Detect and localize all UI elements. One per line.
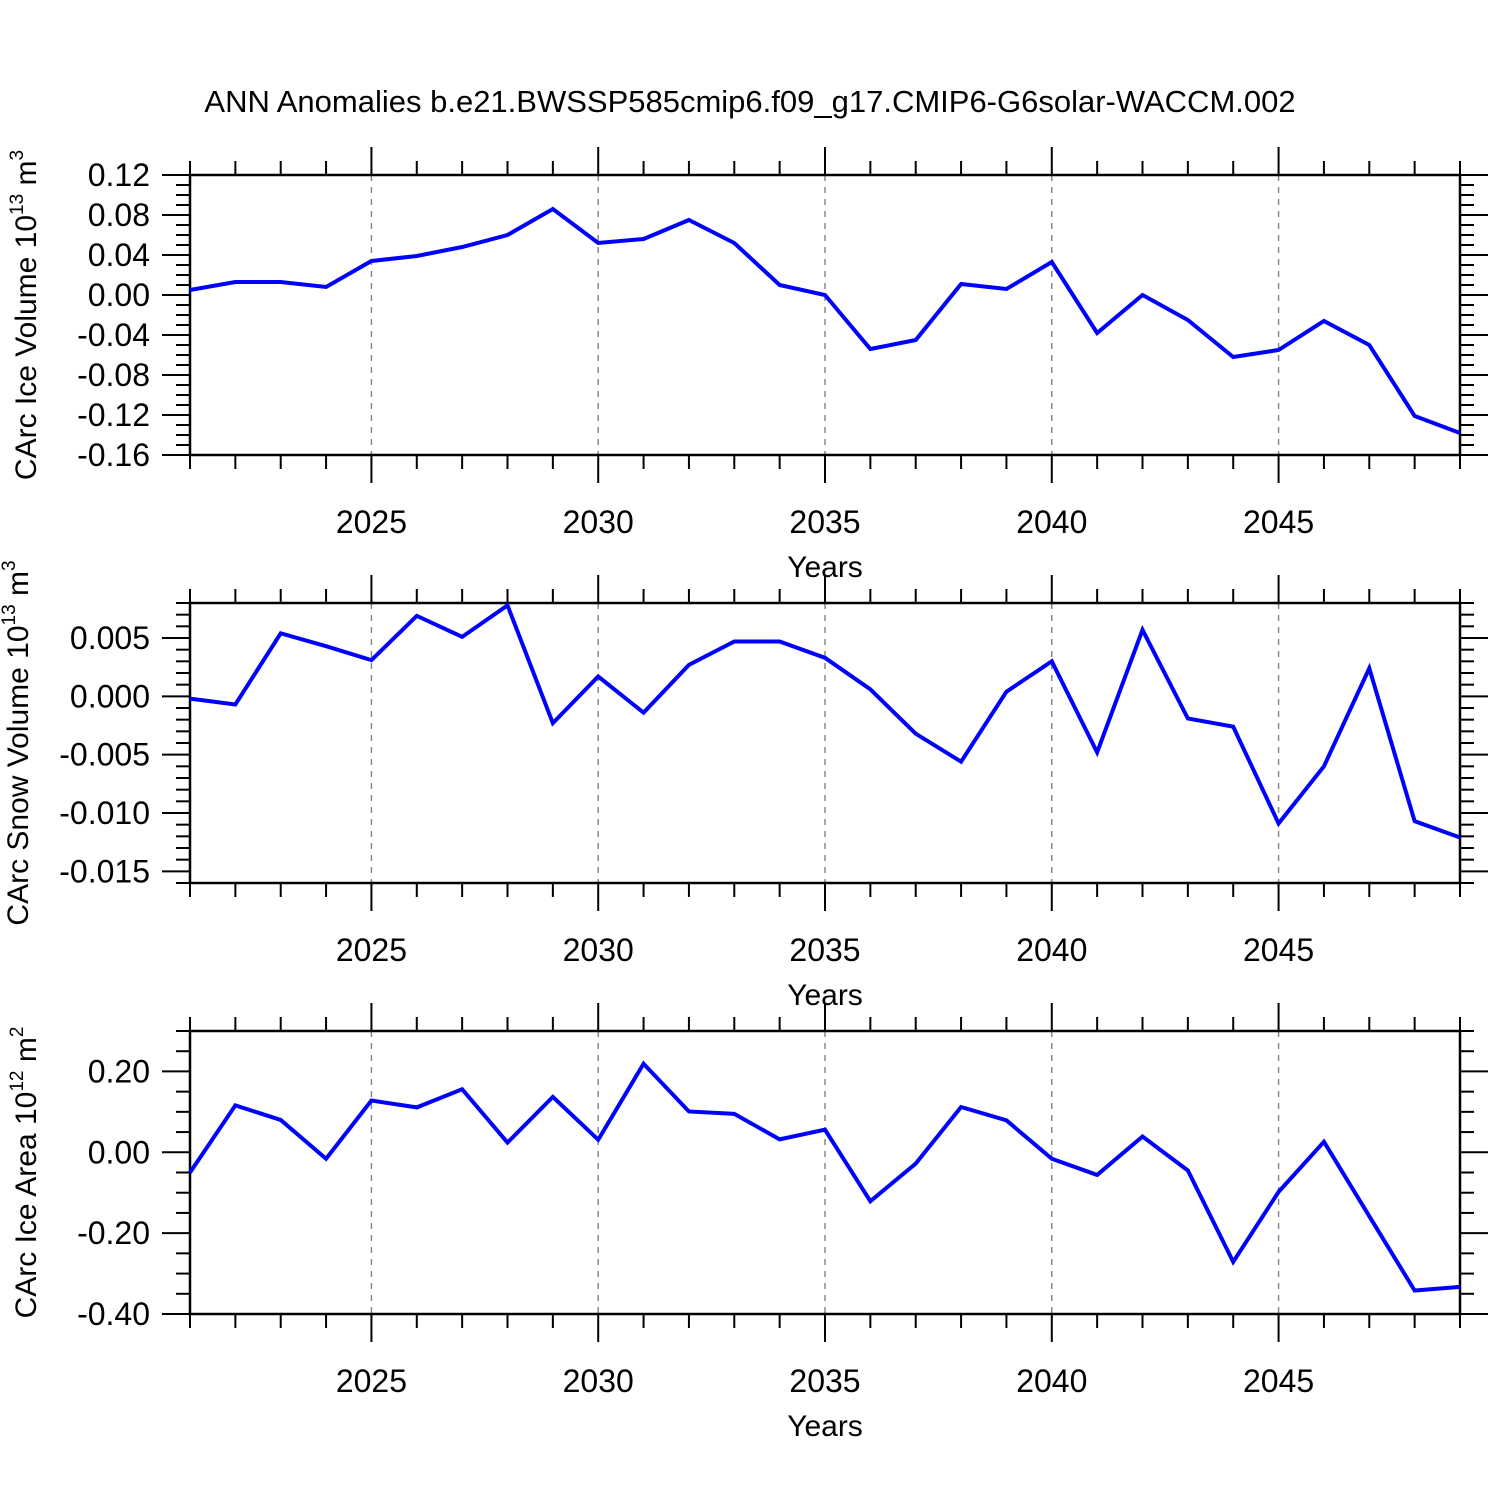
- y-tick-label: -0.20: [77, 1215, 150, 1251]
- x-tick-label: 2030: [563, 932, 634, 968]
- x-tick-label: 2040: [1016, 932, 1087, 968]
- panel-ice-volume: 0.12 0.08 0.04 0.00 -0.04 -0.08 -0.12 -0.16 2025…: [7, 147, 1488, 584]
- y-tick-label: 0.12: [88, 157, 150, 193]
- panel-ice-area: 0.20 0.00 -0.20 -0.40 2025 2030 2035 2040 2045 Ye…: [7, 1003, 1488, 1443]
- y-tick-label: 0.000: [70, 678, 150, 714]
- ice-area-line: [188, 1060, 1461, 1293]
- x-tick-label: 2040: [1016, 1363, 1087, 1399]
- x-tick-label: 2025: [336, 1363, 407, 1399]
- x-tick-label: 2040: [1016, 504, 1087, 540]
- y-tick-label: 0.08: [88, 197, 150, 233]
- y-axis-title: CArc Snow Volume 1013 m3: [0, 560, 35, 925]
- x-tick-label: 2045: [1243, 932, 1314, 968]
- y-tick-label: -0.40: [77, 1296, 150, 1332]
- y-tick-label: 0.20: [88, 1053, 150, 1089]
- x-tick-label: 2035: [789, 504, 860, 540]
- y-tick-label: -0.16: [77, 437, 150, 473]
- x-tick-label: 2025: [336, 932, 407, 968]
- y-tick-label: 0.005: [70, 620, 150, 656]
- y-axis-title: CArc Ice Volume 1013 m3: [7, 150, 43, 480]
- x-tick-label: 2045: [1243, 504, 1314, 540]
- plot-frame: [188, 601, 1462, 885]
- x-tick-label: 2035: [789, 932, 860, 968]
- y-tick-label: 0.04: [88, 237, 150, 273]
- plot-frame: [188, 173, 1462, 457]
- y-tick-label: -0.015: [59, 853, 150, 889]
- panel-snow-volume: 0.005 0.000 -0.005 -0.010 -0.015 2025 2030 2035…: [0, 560, 1488, 1012]
- y-tick-label: -0.04: [77, 317, 150, 353]
- y-tick-label: -0.12: [77, 397, 150, 433]
- y-tick-label: -0.010: [59, 795, 150, 831]
- x-tick-label: 2030: [563, 1363, 634, 1399]
- x-tick-label: 2045: [1243, 1363, 1314, 1399]
- x-tick-label: 2030: [563, 504, 634, 540]
- x-tick-label: 2035: [789, 1363, 860, 1399]
- y-tick-label: 0.00: [88, 277, 150, 313]
- x-tick-label: 2025: [336, 504, 407, 540]
- snow-volume-line: [189, 602, 1461, 840]
- ice-volume-line: [189, 206, 1461, 435]
- chart-title: ANN Anomalies b.e21.BWSSP585cmip6.f09_g1…: [204, 84, 1296, 119]
- y-tick-label: -0.005: [59, 737, 150, 773]
- y-tick-label: -0.08: [77, 357, 150, 393]
- y-tick-label: 0.00: [88, 1134, 150, 1170]
- y-axis-title: CArc Ice Area 1012 m2: [7, 1027, 43, 1319]
- x-axis-title: Years: [787, 1410, 863, 1443]
